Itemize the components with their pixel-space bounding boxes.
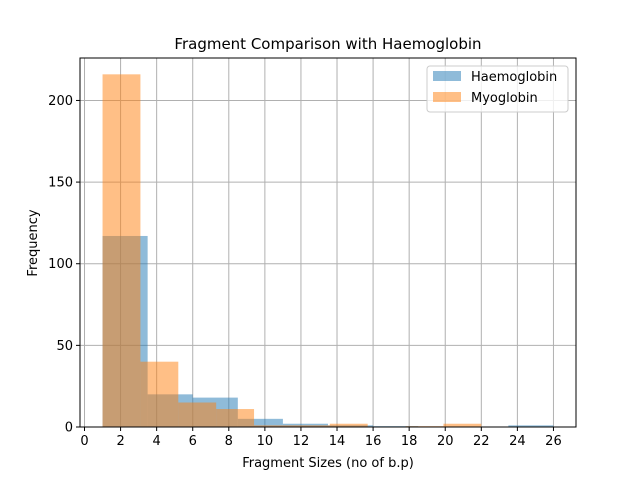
legend-swatch xyxy=(433,71,461,81)
x-tick-label: 24 xyxy=(509,434,526,449)
y-tick-label: 50 xyxy=(56,339,73,354)
x-tick-label: 26 xyxy=(545,434,562,449)
x-tick-label: 22 xyxy=(473,434,490,449)
y-axis-label: Frequency xyxy=(26,209,41,276)
y-tick-label: 150 xyxy=(48,176,73,191)
legend-label: Haemoglobin xyxy=(471,70,557,85)
x-axis-ticks: 0 2 4 6 8 10 12 14 16 18 20 22 24 26 xyxy=(80,427,562,449)
y-tick-label: 200 xyxy=(48,94,73,109)
histogram-bar xyxy=(178,402,217,427)
x-axis-label: Fragment Sizes (no of b.p) xyxy=(242,456,414,471)
histogram-bar xyxy=(216,409,255,427)
legend-box xyxy=(426,65,569,113)
x-tick-label: 10 xyxy=(257,434,274,449)
y-axis-ticks: 0 50 100 150 200 xyxy=(48,94,80,436)
x-tick-label: 12 xyxy=(293,434,310,449)
plot-area-frame xyxy=(79,57,577,428)
histogram-bar xyxy=(254,425,292,427)
x-tick-label: 0 xyxy=(80,434,88,449)
x-tick-label: 16 xyxy=(365,434,382,449)
histogram-bar xyxy=(237,418,283,427)
histogram-bar xyxy=(102,74,141,428)
legend-swatch xyxy=(433,92,461,102)
x-tick-label: 8 xyxy=(225,434,233,449)
x-tick-label: 18 xyxy=(401,434,418,449)
histogram-bar xyxy=(443,423,482,427)
legend-label: Myoglobin xyxy=(471,91,538,106)
histogram-bar xyxy=(508,425,554,427)
x-tick-label: 14 xyxy=(329,434,346,449)
histogram-bar xyxy=(140,361,179,427)
x-tick-label: 2 xyxy=(116,434,124,449)
y-tick-label: 0 xyxy=(65,421,73,436)
histogram-bars xyxy=(102,74,554,428)
y-tick-label: 100 xyxy=(48,257,73,272)
series-myoglobin-bars xyxy=(102,74,482,428)
histogram-bar xyxy=(291,425,330,427)
x-tick-label: 20 xyxy=(437,434,454,449)
legend: Haemoglobin Myoglobin xyxy=(426,65,569,113)
x-tick-label: 6 xyxy=(189,434,197,449)
histogram-bar xyxy=(329,423,368,427)
chart-title: Fragment Comparison with Haemoglobin xyxy=(174,35,481,53)
x-tick-label: 4 xyxy=(153,434,161,449)
